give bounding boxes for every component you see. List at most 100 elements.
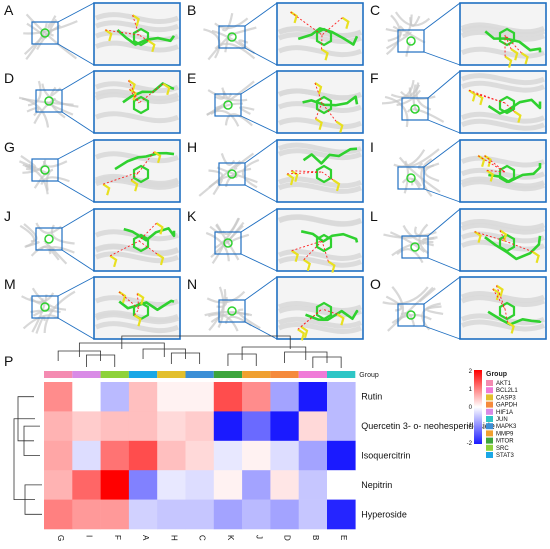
- legend-label: GAPDH: [496, 403, 517, 409]
- heatmap-cell: [185, 470, 215, 500]
- ligand-ring: [132, 233, 150, 253]
- residue-sticks: [475, 93, 484, 106]
- residue-sticks: [513, 110, 522, 123]
- selection-box: [35, 227, 63, 251]
- protein-ribbon: [278, 301, 362, 313]
- heatmap-cell: [298, 440, 328, 471]
- colorbar-gradient: [474, 370, 482, 444]
- column-dendrogram: [57, 335, 342, 368]
- ligand-mini: [223, 100, 233, 110]
- panel-label: J: [4, 208, 11, 224]
- hydrogen-bond: [290, 11, 323, 36]
- heatmap-cell: [327, 411, 356, 442]
- protein-ribbon: [217, 286, 225, 328]
- selection-box: [35, 89, 63, 113]
- protein-ribbon: [461, 73, 545, 86]
- protein-ribbon: [461, 22, 545, 35]
- protein-ribbon: [210, 105, 222, 115]
- protein-ribbon: [50, 86, 62, 97]
- column-label: K: [226, 535, 235, 541]
- residue-sticks: [102, 183, 111, 196]
- heatmap-cell: [72, 499, 101, 530]
- ligand-sticks: [487, 98, 542, 115]
- residue-sticks: [499, 229, 508, 242]
- dendrogram-branch: [121, 335, 291, 349]
- residue-sticks: [483, 154, 492, 167]
- legend-label: MTOR: [496, 439, 514, 445]
- protein-ribbon: [47, 15, 57, 29]
- protein-ribbon: [95, 295, 179, 308]
- residue-sticks: [468, 89, 477, 102]
- legend-swatch: [486, 394, 493, 401]
- protein-ribbon: [423, 162, 440, 183]
- ligand-ring: [315, 301, 333, 321]
- protein-ribbon: [390, 84, 421, 99]
- protein-ribbon: [278, 255, 362, 268]
- ligand-ring: [498, 301, 516, 321]
- protein-ribbon: [278, 176, 362, 189]
- heatmap-cell: [213, 411, 243, 442]
- ligand-mini: [40, 28, 50, 38]
- hydrogen-bond: [130, 171, 140, 181]
- row-dendrogram: [13, 396, 42, 515]
- hydrogen-bond: [504, 240, 533, 253]
- hydrogen-bond: [138, 151, 155, 173]
- heatmap-cell: [100, 499, 130, 530]
- ligand-sticks: [484, 30, 542, 53]
- protein-ribbon: [461, 167, 545, 180]
- residue-sticks: [153, 150, 162, 164]
- callout-line: [240, 208, 278, 233]
- ligand-mini: [40, 165, 50, 175]
- protein-ribbon: [207, 313, 239, 332]
- residue-sticks: [290, 169, 299, 183]
- docking-panel-f: F: [370, 70, 547, 134]
- ligand-mini: [227, 306, 237, 316]
- hydrogen-bond: [504, 34, 512, 50]
- legend-swatch: [486, 444, 493, 451]
- heatmap-cell: [213, 499, 243, 530]
- hydrogen-bond: [321, 17, 343, 36]
- heatmap-cell: [157, 440, 186, 471]
- protein-ribbon: [24, 241, 40, 249]
- panel-label: L: [370, 208, 378, 224]
- panel-label: P: [4, 353, 13, 369]
- protein-ribbon: [461, 291, 545, 303]
- protein-ribbon: [278, 148, 362, 161]
- group-cell: [242, 371, 271, 378]
- protein-ribbon: [95, 30, 179, 43]
- residue-sticks: [127, 79, 136, 92]
- heatmap-cell: [100, 440, 130, 471]
- protein-ribbon: [278, 249, 362, 261]
- group-cell: [100, 371, 129, 378]
- callout-line: [244, 139, 278, 164]
- dendrogram-branch: [13, 418, 35, 500]
- residue-sticks: [300, 325, 309, 339]
- heatmap-cell: [298, 499, 328, 530]
- heatmap-cell: [72, 382, 101, 412]
- heatmap-cell: [128, 470, 158, 500]
- ligand-ring: [315, 95, 333, 115]
- callout-line: [57, 317, 95, 340]
- protein-ribbon: [404, 148, 440, 168]
- hydrogen-bond: [134, 308, 140, 316]
- ligand-sticks: [123, 227, 176, 242]
- selection-box: [218, 25, 246, 49]
- protein-ribbon: [278, 142, 362, 155]
- hydrogen-bond: [128, 80, 140, 104]
- legend-label: CASP3: [496, 395, 516, 401]
- legend-label: MAPK3: [496, 424, 517, 430]
- heatmap-cell: [242, 470, 271, 500]
- protein-ribbon: [40, 176, 70, 185]
- heatmap-cell: [44, 411, 73, 442]
- legend-label: JUN: [496, 417, 508, 423]
- protein-ribbon: [241, 158, 260, 189]
- protein-ribbon: [278, 322, 362, 334]
- ligand-mini: [410, 104, 420, 114]
- hydrogen-bond: [321, 240, 329, 262]
- ligand-mini: [406, 173, 416, 183]
- heatmap-cell: [270, 499, 299, 530]
- protein-ribbon: [411, 177, 422, 187]
- protein-ribbon: [409, 15, 421, 27]
- protein-ribbon: [405, 41, 411, 57]
